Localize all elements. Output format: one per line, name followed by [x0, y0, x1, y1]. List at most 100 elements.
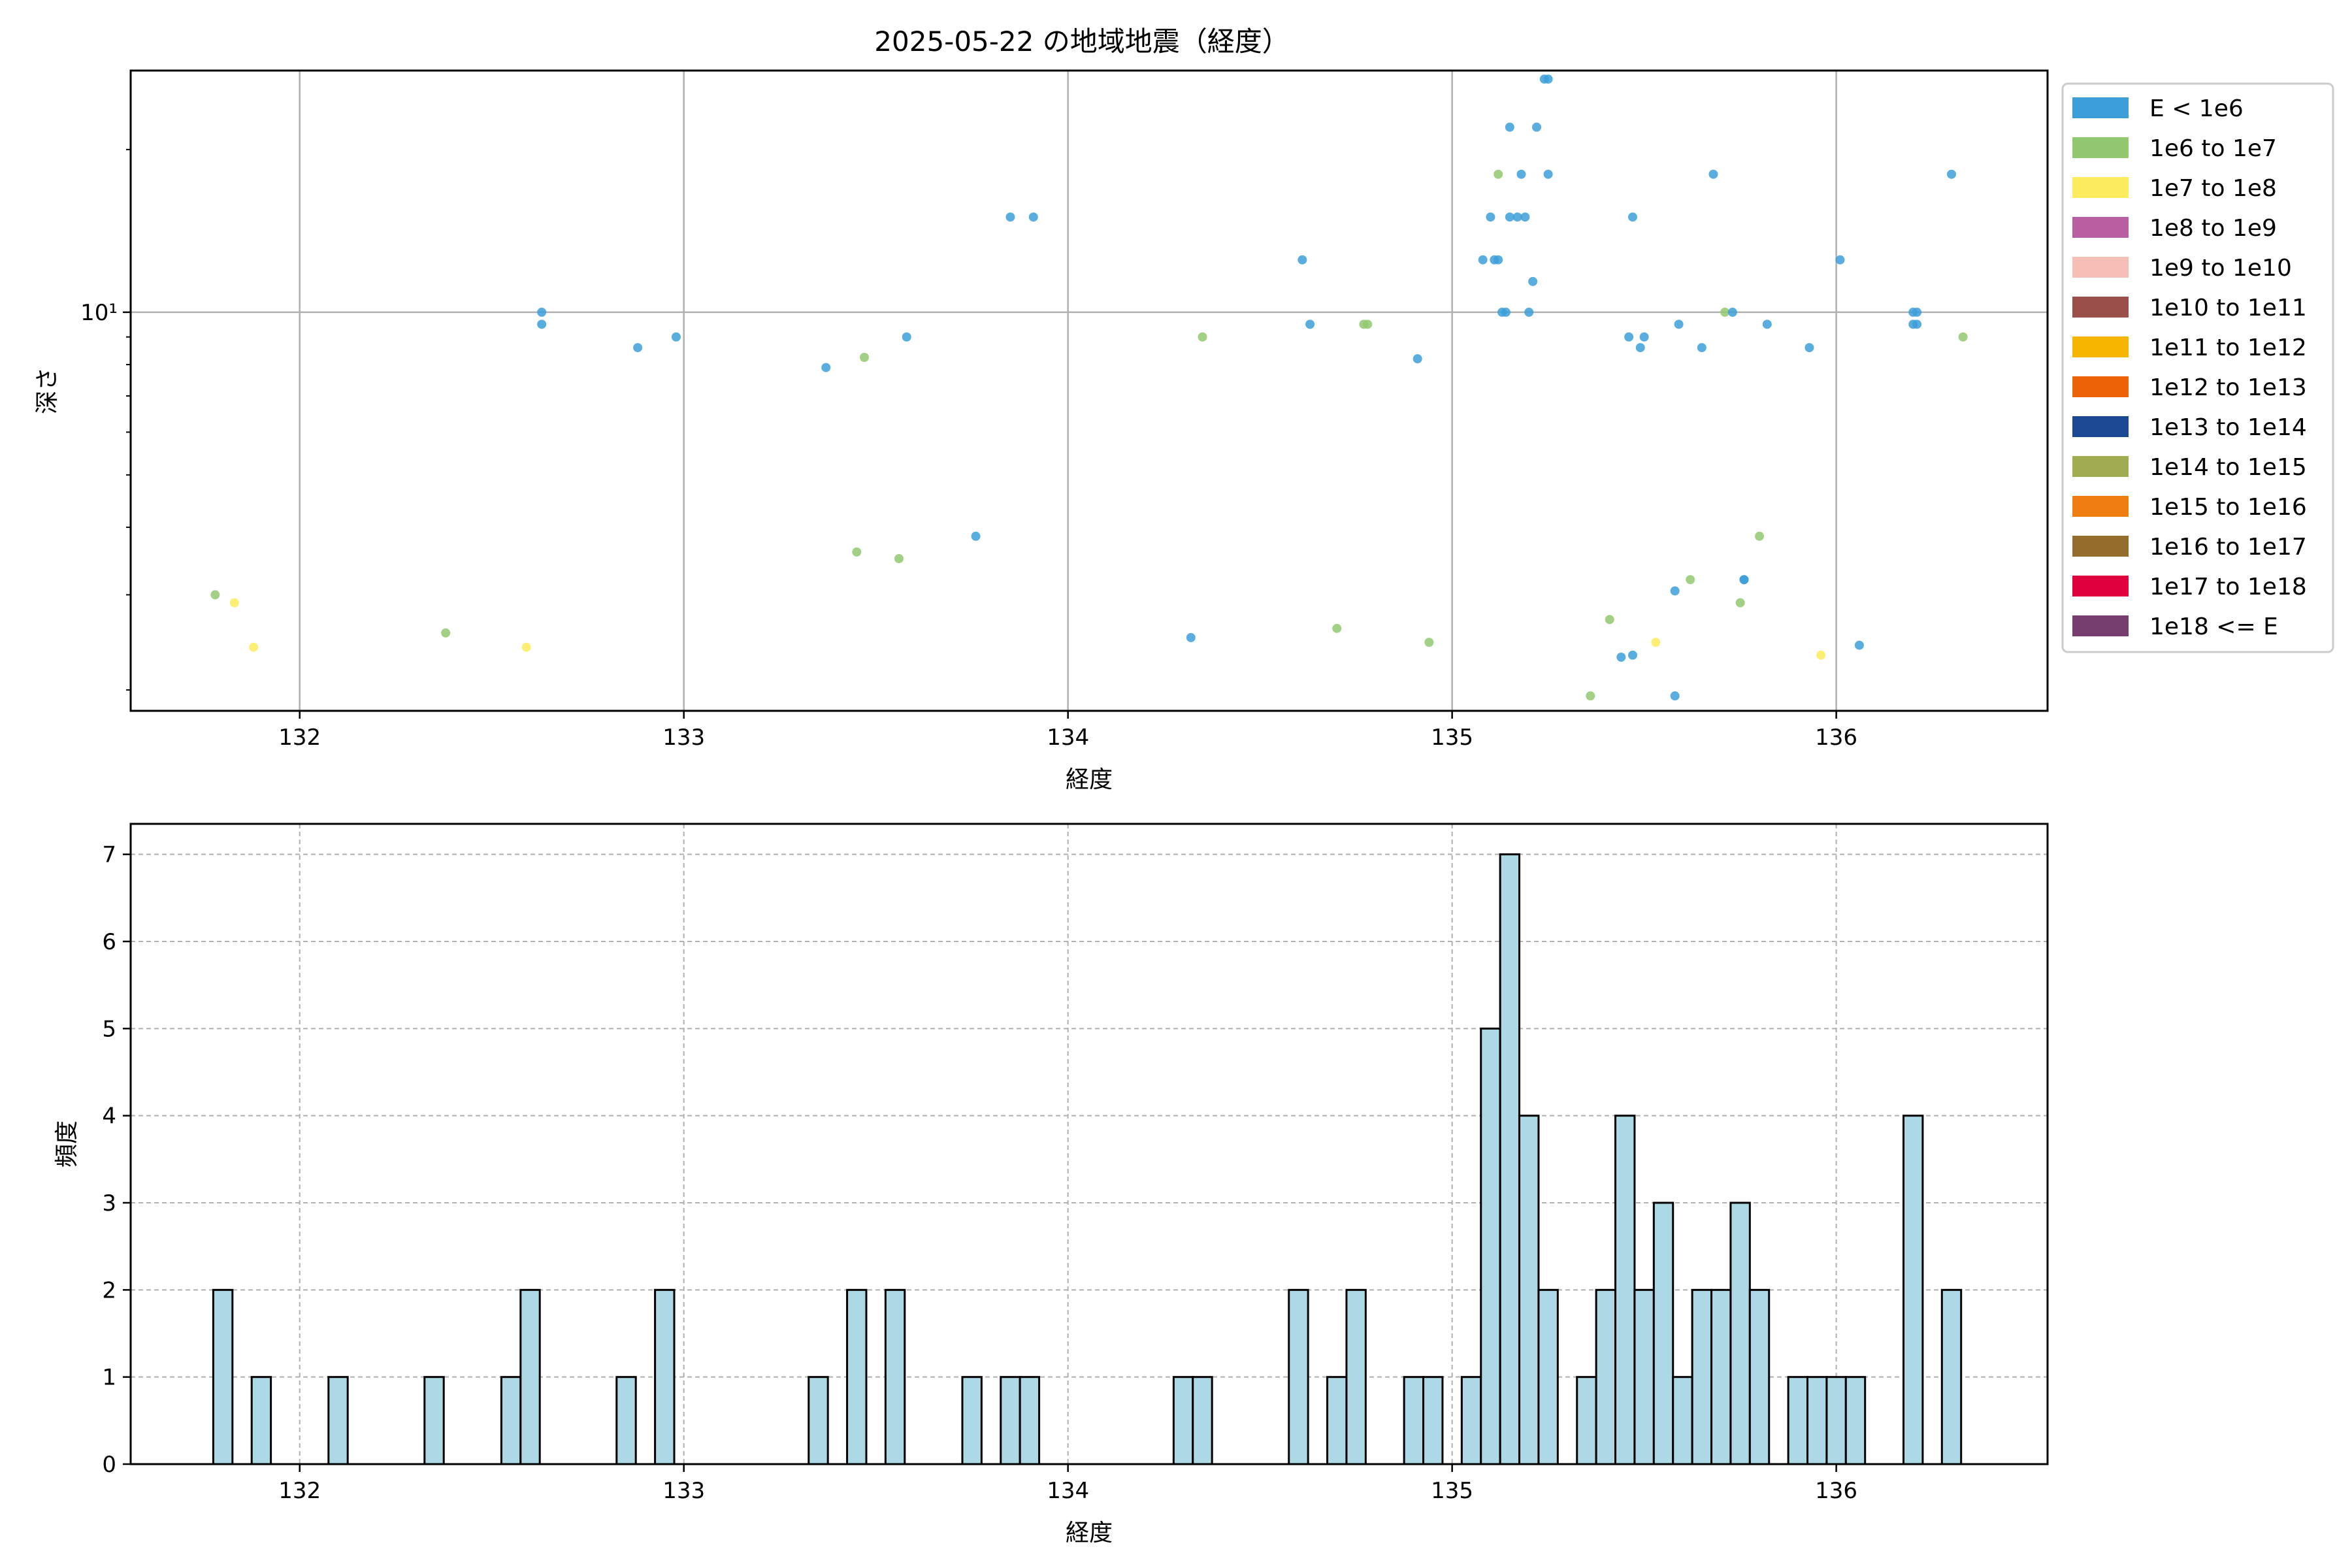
histogram-y-tick-label: 2 [102, 1277, 116, 1303]
scatter-point [1363, 319, 1373, 329]
scatter-panel: 132 133 134 135 136 10¹ 深さ 経度 [34, 69, 2049, 793]
legend-label: 1e15 to 1e16 [2149, 494, 2307, 521]
histogram-bar [1710, 1288, 1732, 1465]
histogram-bar [1748, 1288, 1771, 1465]
histogram-bar [500, 1376, 522, 1465]
scatter-point [1635, 343, 1645, 353]
scatter-point [1501, 307, 1511, 317]
legend-label: 1e18 <= E [2149, 613, 2278, 640]
scatter-point [1424, 638, 1434, 647]
histogram-bar [327, 1376, 349, 1465]
legend-label: 1e12 to 1e13 [2149, 374, 2307, 401]
scatter-y-axis-label: 深さ [34, 367, 61, 414]
histogram-bar [1652, 1201, 1674, 1465]
scatter-point [902, 332, 911, 342]
scatter-point [1674, 319, 1684, 329]
legend-swatch [2072, 416, 2129, 437]
legend-label: 1e10 to 1e11 [2149, 295, 2307, 321]
scatter-point [1198, 332, 1207, 342]
histogram-y-tick-label: 4 [102, 1103, 116, 1130]
histogram-bar [846, 1288, 868, 1465]
histogram-bars [212, 853, 1963, 1465]
scatter-y-tick-label: 10¹ [80, 300, 118, 326]
legend-label: 1e13 to 1e14 [2149, 414, 2307, 441]
histogram-x-tick-label: 136 [1815, 1478, 1857, 1504]
histogram-x-tick-label: 134 [1047, 1478, 1089, 1504]
scatter-point [894, 554, 904, 564]
legend-swatch [2072, 177, 2129, 198]
legend-items: E < 1e6 1e6 to 1e7 1e7 to 1e8 1e8 to 1e9 1e9… [2072, 95, 2307, 640]
legend-label: 1e11 to 1e12 [2149, 335, 2307, 361]
legend-swatch [2072, 297, 2129, 318]
legend-label: 1e6 to 1e7 [2149, 135, 2277, 162]
scatter-point [1586, 691, 1595, 701]
histogram-bar [1729, 1201, 1751, 1465]
histogram-bar [1614, 1115, 1636, 1465]
scatter-point [1332, 623, 1342, 633]
histogram-y-tick-label: 6 [102, 929, 116, 955]
histogram-panel: 132 133 134 135 136 0 1 2 3 4 5 6 7 頻度 経度 [54, 823, 2049, 1546]
histogram-x-tick-label: 132 [278, 1478, 321, 1504]
scatter-point [852, 547, 862, 557]
scatter-point [1651, 638, 1661, 647]
histogram-bar [1172, 1376, 1194, 1465]
scatter-point [1413, 354, 1422, 364]
histogram-axes-frame [129, 823, 2049, 1465]
histogram-bar [519, 1288, 541, 1465]
histogram-bar [1288, 1288, 1309, 1465]
scatter-point [1478, 255, 1488, 265]
histogram-bar [1499, 853, 1521, 1465]
histogram-bar [250, 1376, 272, 1465]
histogram-bar [884, 1288, 906, 1465]
histogram-bar [1595, 1288, 1617, 1465]
legend-swatch [2072, 137, 2129, 158]
histogram-y-tick-label: 3 [102, 1190, 116, 1217]
histogram-y-tick-label: 0 [102, 1452, 116, 1478]
histogram-bar [615, 1376, 637, 1465]
scatter-point [1505, 212, 1514, 222]
scatter-point [1505, 122, 1514, 132]
histogram-bar [1480, 1027, 1501, 1465]
histogram-bar [961, 1376, 983, 1465]
legend-swatch [2072, 615, 2129, 636]
histogram-bar [1422, 1376, 1444, 1465]
histogram-bar [1672, 1376, 1693, 1465]
legend-swatch [2072, 376, 2129, 397]
legend-swatch [2072, 576, 2129, 596]
scatter-point [1627, 212, 1637, 222]
histogram-bar [1537, 1288, 1559, 1465]
scatter-point [1543, 169, 1553, 179]
scatter-point [1516, 169, 1526, 179]
scatter-point [1528, 276, 1538, 286]
histogram-bar [1192, 1376, 1213, 1465]
histogram-ticks: 132 133 134 135 136 0 1 2 3 4 5 6 7 [102, 842, 1857, 1504]
histogram-bar [1787, 1376, 1809, 1465]
scatter-point [1627, 650, 1637, 660]
scatter-point [1912, 319, 1922, 329]
legend-label: 1e16 to 1e17 [2149, 534, 2307, 561]
scatter-point [521, 642, 531, 652]
scatter-point [1912, 307, 1922, 317]
scatter-point [1762, 319, 1772, 329]
scatter-point [1805, 343, 1814, 353]
legend-frame [2061, 82, 2334, 653]
scatter-point [1727, 307, 1737, 317]
legend-swatch [2072, 456, 2129, 477]
scatter-point [1005, 212, 1015, 222]
scatter-point [441, 628, 451, 638]
legend: E < 1e6 1e6 to 1e7 1e7 to 1e8 1e8 to 1e9 1e9… [2061, 82, 2334, 653]
scatter-x-tick-label: 135 [1431, 725, 1473, 751]
scatter-point [249, 642, 259, 652]
histogram-x-tick-label: 133 [662, 1478, 705, 1504]
histogram-bar [1000, 1376, 1021, 1465]
histogram-bar [1518, 1115, 1540, 1465]
legend-swatch [2072, 97, 2129, 118]
histogram-y-axis-label: 頻度 [54, 1120, 80, 1168]
scatter-point [1494, 255, 1503, 265]
scatter-point [1512, 212, 1522, 222]
scatter-point [537, 307, 547, 317]
histogram-bar [1576, 1376, 1597, 1465]
scatter-point [1186, 632, 1196, 642]
